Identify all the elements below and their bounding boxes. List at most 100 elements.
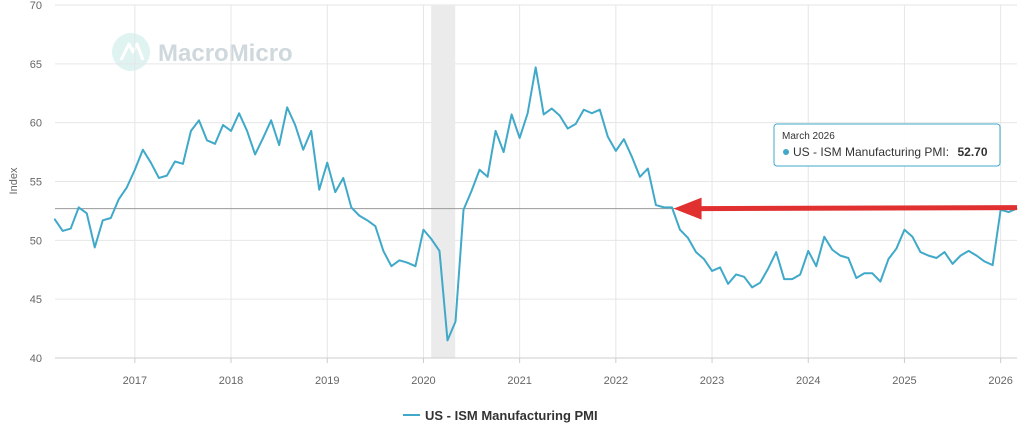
data-point[interactable] — [270, 119, 272, 122]
data-point[interactable] — [751, 286, 753, 289]
data-point[interactable] — [262, 137, 264, 139]
data-point[interactable] — [53, 218, 56, 220]
data-point[interactable] — [390, 265, 393, 268]
data-point[interactable] — [927, 254, 930, 257]
data-point[interactable] — [326, 161, 329, 164]
data-point[interactable] — [190, 130, 192, 132]
data-point[interactable] — [101, 219, 104, 222]
data-point[interactable] — [342, 177, 345, 179]
data-point[interactable] — [526, 112, 529, 115]
data-point[interactable] — [847, 257, 850, 259]
data-point[interactable] — [254, 153, 256, 156]
data-point[interactable] — [334, 191, 337, 193]
data-point[interactable] — [815, 265, 818, 268]
data-point[interactable] — [590, 112, 593, 115]
data-point[interactable] — [679, 228, 681, 231]
data-point[interactable] — [134, 168, 136, 171]
data-point[interactable] — [77, 206, 80, 209]
data-point[interactable] — [911, 236, 914, 238]
data-point[interactable] — [350, 206, 353, 209]
data-point[interactable] — [61, 230, 64, 232]
data-point[interactable] — [615, 150, 617, 152]
data-point[interactable] — [655, 204, 657, 206]
data-point[interactable] — [831, 248, 834, 251]
data-point[interactable] — [438, 250, 441, 252]
data-point[interactable] — [470, 190, 473, 192]
data-point[interactable] — [951, 263, 954, 265]
data-point[interactable] — [639, 175, 641, 178]
data-point[interactable] — [542, 113, 545, 116]
data-point[interactable] — [174, 160, 176, 163]
data-point[interactable] — [783, 278, 785, 280]
data-point[interactable] — [158, 177, 160, 179]
data-point[interactable] — [406, 261, 409, 264]
data-point[interactable] — [310, 130, 313, 132]
data-point[interactable] — [735, 273, 737, 276]
data-point[interactable] — [422, 228, 425, 231]
data-point[interactable] — [278, 144, 280, 146]
data-point[interactable] — [446, 339, 449, 342]
data-point[interactable] — [631, 155, 633, 158]
data-point[interactable] — [302, 148, 304, 151]
data-point[interactable] — [599, 108, 601, 111]
data-point[interactable] — [238, 112, 240, 115]
data-point[interactable] — [903, 228, 906, 231]
data-point[interactable] — [166, 174, 168, 177]
data-point[interactable] — [550, 107, 553, 110]
data-point[interactable] — [198, 119, 200, 122]
data-point[interactable] — [318, 188, 321, 191]
data-point[interactable] — [230, 130, 232, 132]
legend-series-label[interactable]: US - ISM Manufacturing PMI — [425, 408, 598, 423]
data-point[interactable] — [759, 281, 761, 284]
data-point[interactable] — [182, 163, 184, 165]
data-point[interactable] — [983, 260, 986, 263]
data-point[interactable] — [887, 258, 890, 260]
data-point[interactable] — [727, 283, 729, 285]
data-point[interactable] — [462, 208, 465, 211]
data-point[interactable] — [150, 161, 152, 164]
data-point[interactable] — [743, 276, 745, 278]
data-point[interactable] — [863, 272, 866, 275]
data-point[interactable] — [118, 198, 120, 200]
data-point[interactable] — [711, 270, 713, 272]
data-point[interactable] — [767, 267, 769, 270]
data-point[interactable] — [142, 148, 144, 151]
data-point[interactable] — [935, 257, 938, 259]
data-point[interactable] — [358, 214, 361, 217]
data-point[interactable] — [454, 320, 457, 323]
data-point[interactable] — [695, 251, 697, 253]
data-point[interactable] — [126, 186, 128, 189]
legend[interactable]: US - ISM Manufacturing PMI — [403, 408, 598, 423]
data-point[interactable] — [398, 259, 401, 262]
data-point[interactable] — [382, 250, 385, 252]
data-point[interactable] — [430, 238, 433, 240]
data-point[interactable] — [663, 206, 665, 209]
data-point[interactable] — [510, 113, 513, 116]
data-point[interactable] — [807, 250, 810, 252]
data-point[interactable] — [486, 175, 489, 178]
data-point[interactable] — [991, 264, 994, 266]
data-point[interactable] — [566, 127, 569, 130]
data-point[interactable] — [374, 225, 377, 228]
data-point[interactable] — [791, 278, 794, 280]
data-point[interactable] — [494, 130, 497, 132]
data-point[interactable] — [607, 135, 609, 138]
data-point[interactable] — [959, 254, 962, 257]
data-point[interactable] — [647, 167, 649, 170]
data-point[interactable] — [502, 151, 505, 153]
data-point[interactable] — [943, 251, 946, 253]
data-point[interactable] — [534, 66, 537, 69]
data-point[interactable] — [206, 139, 208, 142]
data-point[interactable] — [623, 138, 625, 140]
data-point[interactable] — [478, 168, 481, 171]
data-point[interactable] — [109, 217, 112, 219]
data-point[interactable] — [671, 206, 673, 209]
data-point[interactable] — [919, 251, 922, 253]
data-point[interactable] — [1007, 211, 1010, 213]
data-point[interactable] — [222, 124, 224, 126]
data-point[interactable] — [871, 272, 874, 275]
data-point[interactable] — [703, 258, 705, 260]
data-point[interactable] — [574, 123, 577, 125]
data-point[interactable] — [975, 254, 978, 257]
data-point[interactable] — [294, 124, 296, 126]
